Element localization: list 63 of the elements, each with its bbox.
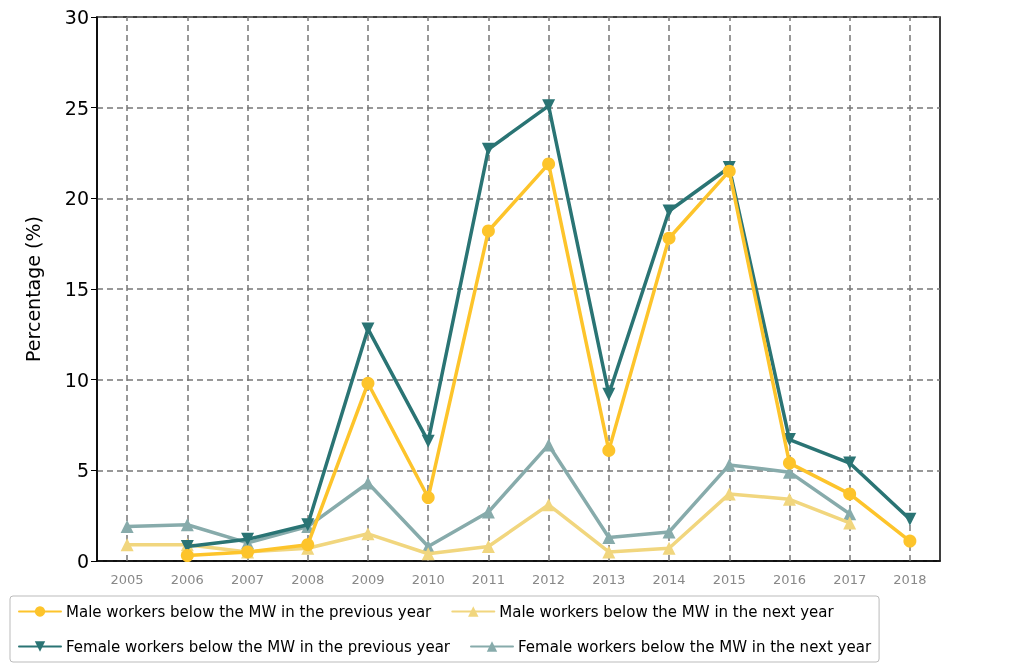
point [421,547,435,561]
y-tick-label: 10 [64,368,89,391]
point [782,492,796,506]
point [602,530,616,544]
y-axis-title: Percentage (%) [21,216,44,362]
y-tick-label: 5 [76,459,89,482]
point [542,438,556,452]
y-tick-label: 20 [64,187,89,210]
point [120,520,134,534]
point [782,456,796,470]
point [843,516,857,530]
point [722,487,736,501]
legend-label: Female workers below the MW in the next year [517,637,872,656]
x-tick-label: 2015 [712,572,746,587]
point [722,458,736,472]
x-tick-label: 2013 [592,572,626,587]
legend-label: Male workers below the MW in the next year [499,602,835,621]
point [481,505,495,519]
point [180,518,194,532]
point [481,142,495,156]
point [421,491,435,505]
point [421,434,435,448]
y-tick-label: 0 [76,550,89,572]
x-tick-label: 2011 [471,572,505,587]
point [662,231,676,245]
x-tick-label: 2005 [110,572,144,587]
point [602,387,616,401]
y-tick-label: 25 [64,96,89,119]
point [662,204,676,218]
point [602,545,616,559]
y-tick-label: 15 [64,278,89,300]
x-tick-label: 2012 [532,572,566,587]
y-tick-label: 30 [64,6,89,28]
point [481,539,495,553]
point [903,534,917,548]
point [662,541,676,555]
legend-label: Male workers below the MW in the previous year [66,602,433,621]
point [361,476,375,490]
point [241,532,255,546]
point [120,538,134,552]
point [361,527,375,541]
point [602,443,616,457]
x-tick-label: 2017 [833,572,867,587]
x-tick-label: 2006 [170,572,204,587]
x-tick-label: 2010 [411,572,445,587]
point [361,322,375,336]
x-tick-label: 2014 [652,572,686,587]
x-tick-label: 2009 [351,572,385,587]
point [180,549,194,563]
point [903,512,917,526]
point [542,157,556,171]
point [843,456,857,470]
x-tick-label: 2016 [772,572,807,587]
legend-label: Female workers below the MW in the previous year [66,637,451,656]
point [361,376,375,390]
x-tick-label: 2007 [230,572,265,587]
x-tick-label: 2018 [893,572,927,587]
point [542,99,556,113]
point [843,487,857,501]
point [662,525,676,539]
point [481,224,495,238]
x-tick-label: 2008 [291,572,325,587]
point [542,498,556,512]
